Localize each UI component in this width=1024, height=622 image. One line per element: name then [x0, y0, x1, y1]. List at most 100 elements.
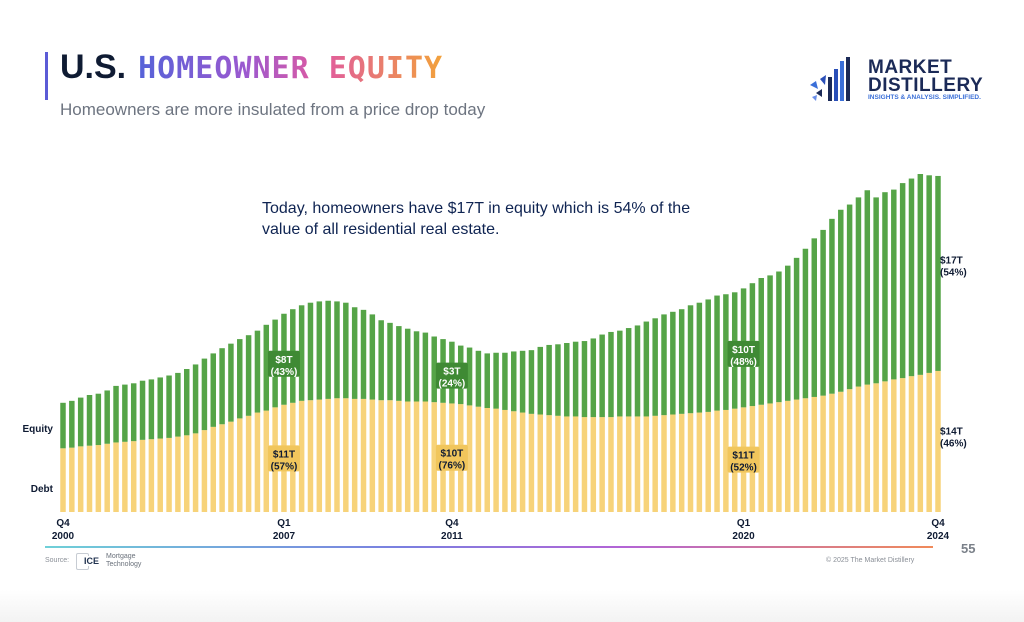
title-accent: HOMEOWNER EQUITY [138, 51, 444, 86]
equity-bar [139, 380, 146, 440]
chart-callout: Today, homeowners have $17T in equity wh… [262, 200, 691, 238]
equity-value-label-bg [727, 340, 760, 367]
equity-bar [873, 197, 879, 384]
equity-value-label: $10T [732, 345, 755, 356]
legend-label: Equity [22, 424, 53, 435]
equity-bar [935, 175, 941, 371]
debt-bar [254, 412, 261, 512]
equity-bar [917, 174, 924, 375]
equity-bar [714, 295, 720, 411]
equity-bar [86, 395, 93, 446]
equity-bar [130, 383, 137, 442]
equity-bar [263, 324, 270, 411]
debt-bar [811, 396, 818, 512]
debt-bar [687, 413, 694, 512]
debt-bar [122, 441, 128, 512]
title-accent-bar [45, 52, 48, 100]
debt-bar [475, 406, 482, 512]
debt-bar [899, 378, 906, 512]
debt-bar [511, 411, 517, 512]
equity-bar [245, 335, 252, 416]
equity-bar [396, 326, 402, 401]
debt-end-label: $14T [940, 426, 963, 437]
logo-line-2: DISTILLERY [868, 75, 984, 96]
debt-bar [519, 412, 526, 512]
equity-bar [590, 338, 597, 418]
equity-bar [608, 331, 614, 418]
equity-value-label: (43%) [271, 367, 298, 378]
debt-bar [802, 398, 809, 512]
equity-bar [413, 331, 420, 402]
debt-bar [926, 372, 932, 512]
equity-value-label: $8T [275, 355, 292, 366]
equity-bar [77, 397, 84, 447]
debt-bar [484, 408, 490, 512]
equity-value-label: (48%) [730, 357, 757, 368]
page-number: 55 [961, 541, 976, 556]
debt-bar [228, 421, 234, 512]
footer-divider [45, 546, 933, 548]
debt-bar [104, 443, 110, 512]
debt-bar [369, 399, 376, 512]
distillery-bars-icon [810, 57, 850, 101]
equity-value-label: (24%) [439, 379, 466, 390]
debt-bar [572, 416, 579, 512]
debt-bar [696, 412, 703, 512]
equity-bar [254, 330, 261, 413]
x-tick-label: Q1 [737, 518, 751, 529]
debt-bar [599, 417, 605, 512]
debt-bar [343, 398, 349, 512]
title-main: U.S. [60, 48, 127, 86]
debt-bar [237, 418, 243, 512]
equity-bar [564, 343, 570, 417]
equity-bar [157, 377, 163, 439]
equity-bar [776, 271, 782, 403]
equity-bar [687, 305, 694, 414]
equity-bar [572, 341, 579, 417]
debt-bar [77, 446, 84, 512]
equity-bar [404, 328, 411, 402]
equity-bar [926, 175, 932, 373]
equity-bar [298, 305, 305, 401]
source-label: Source: [45, 557, 70, 564]
equity-bar [555, 344, 561, 416]
debt-value-label-bg [267, 445, 300, 472]
equity-bar [175, 372, 181, 437]
debt-bar [935, 370, 941, 512]
debt-bar [643, 416, 650, 512]
equity-bar [793, 257, 800, 400]
legend-label: Debt [31, 484, 54, 495]
debt-value-label: (52%) [730, 463, 757, 474]
page-subtitle: Homeowners are more insulated from a pri… [60, 100, 486, 119]
debt-bar [431, 402, 437, 512]
equity-bar [475, 350, 482, 407]
debt-bar [148, 439, 155, 512]
equity-bar [60, 402, 66, 449]
debt-bar [714, 410, 720, 512]
equity-bar [581, 341, 588, 418]
debt-bar [661, 415, 667, 512]
debt-bar [493, 408, 499, 512]
debt-bar [678, 413, 685, 512]
debt-bar [908, 376, 915, 512]
debt-bar [166, 437, 172, 512]
equity-bar [617, 330, 623, 417]
ice-logo-line-2: Technology [106, 561, 142, 568]
equity-value-label-bg [267, 350, 300, 377]
equity-bar [696, 302, 703, 413]
equity-bar [802, 248, 809, 399]
debt-bar [325, 398, 331, 512]
equity-bar [122, 384, 128, 442]
equity-value-label: $3T [443, 367, 460, 378]
debt-bar [581, 417, 588, 512]
equity-bar [528, 350, 535, 414]
equity-bar [811, 238, 818, 397]
ice-logo-subtext: Mortgage Technology [106, 553, 141, 569]
ice-logo-line-1: Mortgage [106, 553, 136, 560]
equity-bar [785, 265, 791, 401]
equity-end-label: (54%) [940, 268, 967, 279]
equity-bar [634, 325, 641, 417]
debt-bar [564, 416, 570, 512]
equity-bar [678, 309, 685, 414]
equity-bar [864, 190, 871, 385]
